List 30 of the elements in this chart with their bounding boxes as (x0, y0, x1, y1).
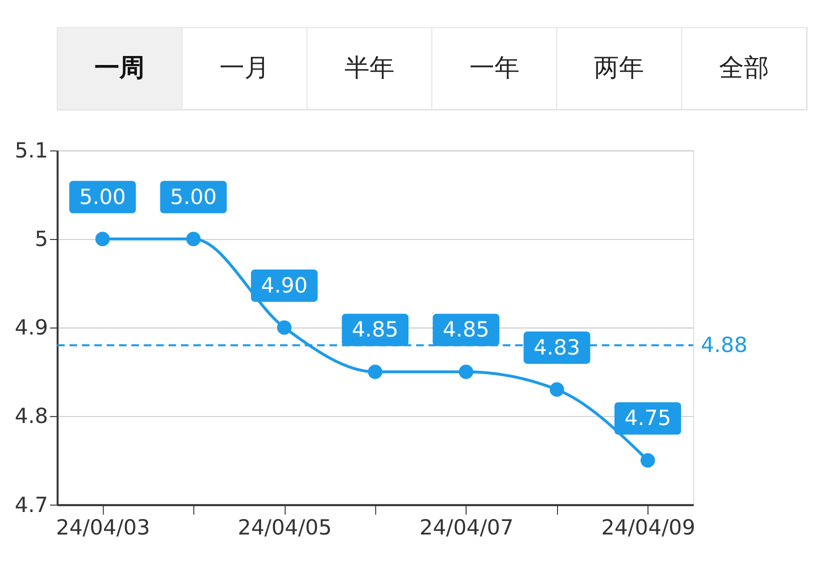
x-tick-label: 24/04/03 (56, 516, 150, 540)
y-tick-label: 5 (34, 227, 48, 252)
data-label: 4.90 (260, 273, 308, 298)
y-tick-label: 4.8 (14, 404, 48, 428)
data-label: 4.85 (442, 318, 490, 342)
x-tick-label: 24/04/09 (601, 516, 696, 540)
text: 半年 (344, 53, 394, 82)
point (458, 364, 474, 380)
point (368, 364, 382, 380)
ref-line-label: 4.88 (700, 332, 748, 357)
data-label: 4.83 (534, 335, 580, 360)
text: 一周 (94, 53, 145, 82)
point (640, 453, 655, 468)
text: 一月 (219, 53, 270, 82)
point (186, 232, 201, 246)
point (95, 232, 110, 246)
point (277, 320, 292, 335)
point (550, 382, 564, 397)
data-label: 5.00 (79, 184, 126, 209)
y-tick-label: 4.9 (14, 316, 48, 340)
x-tick-label: 24/04/05 (238, 516, 332, 540)
text: 两年 (594, 53, 644, 82)
text: 全部 (719, 53, 770, 82)
data-label: 4.85 (352, 318, 398, 342)
y-tick-label: 4.7 (14, 492, 48, 517)
data-label: 5.00 (170, 184, 217, 209)
y-tick-label: 5.1 (14, 138, 48, 163)
text: 一年 (469, 53, 520, 82)
data-label: 4.75 (624, 406, 672, 430)
x-tick-label: 24/04/07 (419, 516, 514, 540)
